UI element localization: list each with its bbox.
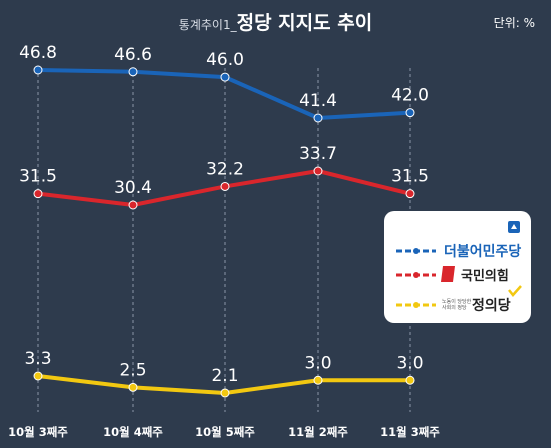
yellow-check-icon xyxy=(508,285,522,297)
point-democratic-3 xyxy=(313,113,323,123)
red-flag-logo-icon xyxy=(441,266,455,282)
data-label-justice-1: 2.5 xyxy=(119,360,146,380)
legend-label-justice: 정의당 xyxy=(472,298,511,314)
data-label-ppp-2: 32.2 xyxy=(206,159,244,179)
data-label-democratic-2: 46.0 xyxy=(206,50,244,70)
point-justice-2 xyxy=(220,388,230,398)
legend-line-ppp xyxy=(396,272,436,278)
x-tick-label-3: 11월 2째주 xyxy=(288,425,348,439)
point-justice-1 xyxy=(128,382,138,392)
legend-line-democratic xyxy=(396,248,436,254)
point-ppp-1 xyxy=(128,200,138,210)
point-justice-3 xyxy=(313,375,323,385)
legend-box: 더불어민주당 국민의힘 노동이 당당한 사회의 정당 xyxy=(384,211,531,323)
data-label-ppp-1: 30.4 xyxy=(114,178,152,198)
data-label-democratic-3: 41.4 xyxy=(299,91,337,111)
legend-item-democratic: 더불어민주당 xyxy=(384,221,531,263)
data-label-justice-4: 3.0 xyxy=(396,353,423,373)
x-tick-label-0: 10월 3째주 xyxy=(8,425,68,439)
x-tick-label-2: 10월 5째주 xyxy=(195,425,255,439)
data-label-ppp-3: 33.7 xyxy=(299,144,337,164)
legend-label-ppp: 국민의힘 xyxy=(461,269,509,284)
point-democratic-4 xyxy=(405,108,415,118)
x-tick-label-4: 11월 3째주 xyxy=(380,425,440,439)
point-ppp-4 xyxy=(405,189,415,199)
data-label-justice-3: 3.0 xyxy=(304,353,331,373)
chart-header: 통계추이1_정당 지지도 추이 xyxy=(0,8,551,35)
point-democratic-0 xyxy=(33,65,43,75)
point-ppp-2 xyxy=(220,181,230,191)
data-label-ppp-4: 31.5 xyxy=(391,167,429,187)
data-label-justice-0: 3.3 xyxy=(24,349,51,369)
data-label-ppp-0: 31.5 xyxy=(19,167,57,187)
chart-title: 정당 지지도 추이 xyxy=(236,12,373,34)
data-label-democratic-4: 42.0 xyxy=(391,86,429,106)
legend-line-justice xyxy=(396,302,436,308)
title-prefix: 통계추이1_ xyxy=(178,18,237,32)
data-label-justice-2: 2.1 xyxy=(211,366,238,386)
point-ppp-3 xyxy=(313,166,323,176)
legend-item-justice: 노동이 당당한 사회의 정당 정의당 xyxy=(384,285,531,317)
legend-item-ppp: 국민의힘 xyxy=(384,263,531,287)
legend-label-democratic: 더불어민주당 xyxy=(444,244,522,260)
data-label-democratic-0: 46.8 xyxy=(19,43,57,63)
point-justice-0 xyxy=(33,371,43,381)
unit-label: 단위: % xyxy=(493,16,535,30)
x-tick-label-1: 10월 4째주 xyxy=(103,425,163,439)
point-ppp-0 xyxy=(33,189,43,199)
legend-slogan-line2: 사회의 정당 xyxy=(442,305,467,311)
legend-slogan-line1: 노동이 당당한 xyxy=(442,299,472,305)
point-democratic-2 xyxy=(220,72,230,82)
blue-flag-icon xyxy=(508,221,520,233)
point-justice-4 xyxy=(405,375,415,385)
point-democratic-1 xyxy=(128,67,138,77)
data-label-democratic-1: 46.6 xyxy=(114,45,152,65)
